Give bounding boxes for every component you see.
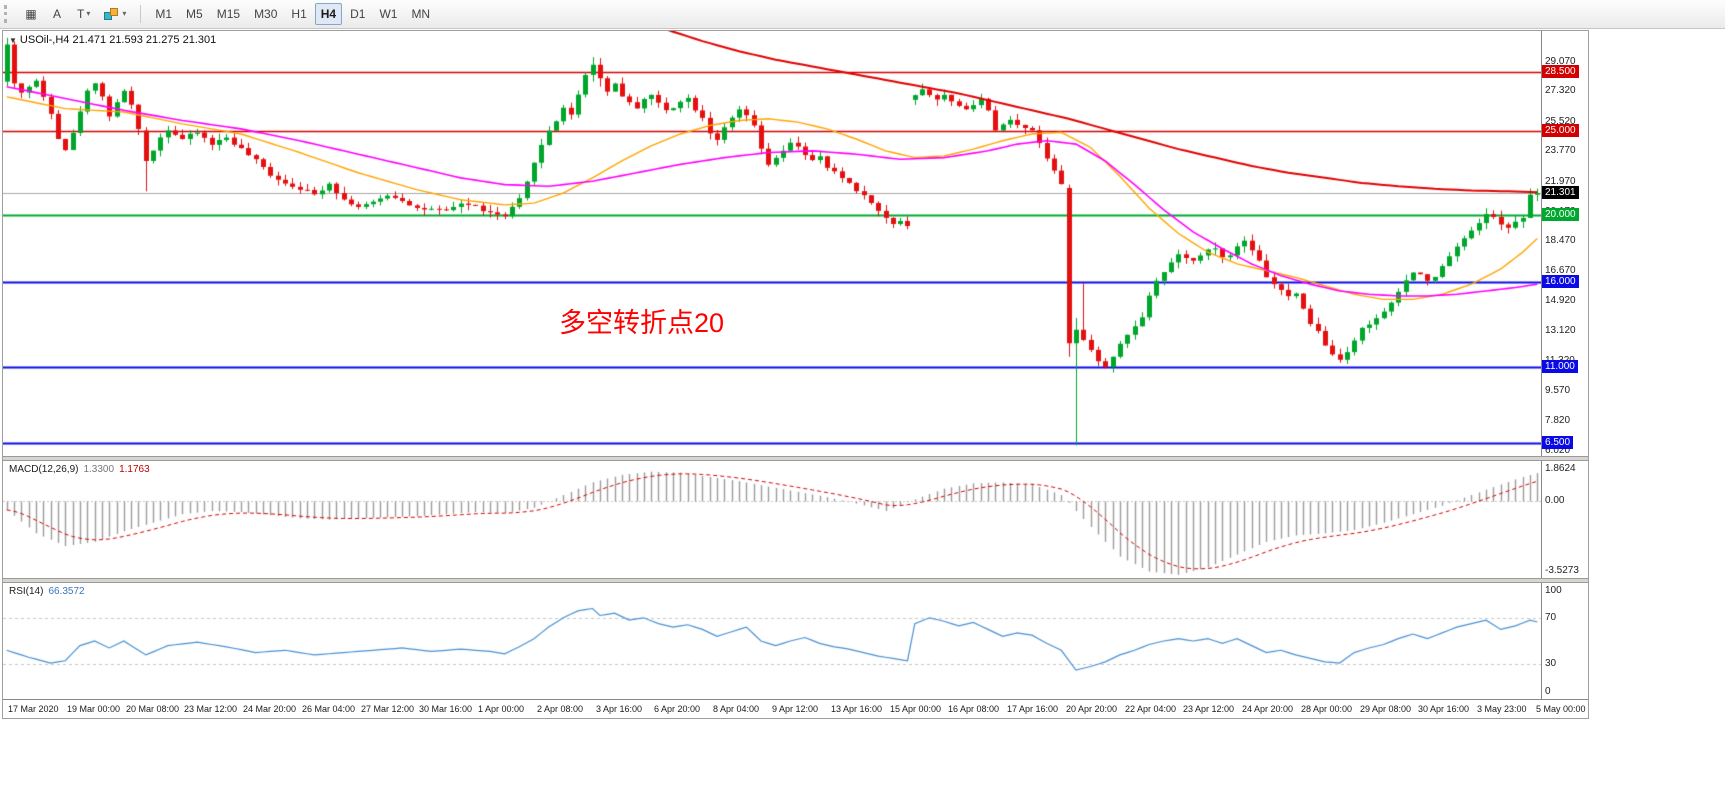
chart-annotation[interactable]: 多空转折点20 [559, 308, 725, 338]
time-axis-label: 2 Apr 08:00 [537, 704, 584, 714]
time-axis-label: 30 Mar 16:00 [419, 704, 473, 714]
tile-windows-button[interactable]: ▦ [19, 3, 43, 25]
hline-price-badge: 28.500 [1542, 65, 1579, 78]
time-axis-label: 15 Apr 00:00 [890, 704, 942, 714]
rsi-tick-label: 0 [1545, 686, 1551, 697]
time-axis-label: 29 Apr 08:00 [1360, 704, 1412, 714]
time-axis-label: 20 Mar 08:00 [126, 704, 180, 714]
time-axis-label: 22 Apr 04:00 [1125, 704, 1177, 714]
price-tick-label: 14.920 [1545, 295, 1576, 306]
chart-window: 29.07027.32025.52023.77021.97020.17018.4… [2, 30, 1589, 719]
price-tick-label: 16.670 [1545, 265, 1576, 276]
time-axis-label: 1 Apr 00:00 [478, 704, 525, 714]
timeframe-button-m15[interactable]: M15 [211, 3, 246, 25]
macd-tick-label: 1.8624 [1545, 463, 1576, 474]
time-axis-label: 27 Mar 12:00 [361, 704, 415, 714]
timeframe-button-m30[interactable]: M30 [248, 3, 283, 25]
timeframe-button-d1[interactable]: D1 [344, 3, 371, 25]
timeframe-button-mn[interactable]: MN [405, 3, 436, 25]
time-axis-label: 24 Apr 20:00 [1242, 704, 1294, 714]
price-chart-canvas[interactable] [3, 31, 1541, 456]
price-tick-label: 7.820 [1545, 415, 1571, 426]
text-label-button[interactable]: T ▾ [71, 3, 96, 25]
chevron-down-icon: ▾ [86, 9, 91, 18]
timeframe-button-m5[interactable]: M5 [180, 3, 209, 25]
hline-price-badge: 11.000 [1542, 360, 1578, 373]
ohlc-readout: 21.471 21.593 21.275 21.301 [72, 34, 217, 46]
hline-price-badge: 16.000 [1542, 275, 1579, 288]
hline-price-badge: 6.500 [1542, 436, 1574, 449]
price-tick-label: 21.970 [1545, 176, 1576, 187]
annotate-text-icon: A [52, 7, 61, 21]
symbol-period-label: USOil-,H4 [19, 34, 70, 46]
price-tick-label: 18.470 [1545, 235, 1576, 246]
time-axis-label: 16 Apr 08:00 [948, 704, 1000, 714]
rsi-value: 66.3572 [48, 586, 85, 597]
tile-windows-icon: ▦ [25, 7, 37, 21]
time-axis-label: 24 Mar 20:00 [243, 704, 297, 714]
macd-indicator-label: MACD(12,26,9) 1.3300 1.1763 [9, 464, 150, 475]
top-toolbar: ▦ A T ▾ ▾ M1 M5 M15 M30 H1 H4 D1 W1 MN [0, 0, 1725, 29]
time-axis[interactable]: 17 Mar 2020 19 Mar 00:00 20 Mar 08:00 23 Ma… [3, 699, 1588, 718]
price-tick-label: 25.520 [1545, 116, 1576, 127]
price-tick-label: 23.770 [1545, 145, 1576, 156]
panel-separator-rsi[interactable] [3, 578, 1588, 583]
time-axis-label: 30 Apr 16:00 [1418, 704, 1470, 714]
price-tick-label: 6.020 [1545, 445, 1571, 456]
price-tick-label: 29.070 [1545, 56, 1576, 67]
price-tick-label: 13.120 [1545, 325, 1576, 336]
hline-price-badge: 20.000 [1542, 208, 1579, 221]
timeframe-button-h4[interactable]: H4 [314, 3, 343, 25]
macd-tick-label: -3.5273 [1545, 565, 1579, 576]
macd-name: MACD(12,26,9) [9, 464, 79, 475]
timeframe-button-m1[interactable]: M1 [149, 3, 178, 25]
time-axis-label: 28 Apr 00:00 [1301, 704, 1353, 714]
rsi-tick-label: 70 [1545, 612, 1557, 623]
time-axis-label: 23 Mar 12:00 [184, 704, 238, 714]
rsi-panel-canvas[interactable] [3, 583, 1541, 699]
annotate-text-button[interactable]: A [45, 3, 69, 25]
toolbar-grip[interactable] [4, 5, 13, 23]
time-axis-label: 17 Mar 2020 [8, 704, 59, 714]
time-axis-label: 8 Apr 04:00 [713, 704, 760, 714]
macd-signal-value: 1.1763 [119, 464, 150, 475]
price-tick-label: 27.320 [1545, 85, 1576, 96]
macd-value: 1.3300 [83, 464, 115, 475]
current-price-badge: 21.301 [1542, 186, 1579, 199]
chart-collapse-icon[interactable]: ▼ [9, 36, 17, 45]
shape-palette-button[interactable]: ▾ [98, 3, 132, 25]
rsi-tick-label: 30 [1545, 658, 1557, 669]
macd-tick-label: 0.00 [1545, 495, 1565, 506]
rsi-indicator-label: RSI(14) 66.3572 [9, 586, 85, 597]
rsi-tick-label: 100 [1545, 585, 1562, 596]
rsi-name: RSI(14) [9, 586, 44, 597]
time-axis-label: 6 Apr 20:00 [654, 704, 701, 714]
toolbar-separator [140, 5, 142, 23]
hline-price-badge: 25.000 [1542, 124, 1579, 137]
shape-palette-icon [104, 7, 120, 21]
time-axis-label: 9 Apr 12:00 [772, 704, 819, 714]
price-axis[interactable]: 29.07027.32025.52023.77021.97020.17018.4… [1541, 31, 1588, 699]
time-axis-label: 3 Apr 16:00 [596, 704, 643, 714]
timeframe-button-w1[interactable]: W1 [373, 3, 403, 25]
time-axis-label: 19 Mar 00:00 [67, 704, 121, 714]
time-axis-label: 20 Apr 20:00 [1066, 704, 1118, 714]
price-tick-label: 9.570 [1545, 385, 1571, 396]
time-axis-label: 17 Apr 16:00 [1007, 704, 1059, 714]
time-axis-label: 26 Mar 04:00 [302, 704, 356, 714]
panel-separator-macd[interactable] [3, 456, 1588, 461]
time-axis-label: 3 May 23:00 [1477, 704, 1527, 714]
time-axis-label: 5 May 00:00 [1536, 704, 1586, 714]
time-axis-label: 23 Apr 12:00 [1183, 704, 1235, 714]
macd-panel-canvas[interactable] [3, 461, 1541, 578]
time-axis-label: 13 Apr 16:00 [831, 704, 883, 714]
timeframe-button-h1[interactable]: H1 [285, 3, 312, 25]
text-label-icon: T [77, 7, 85, 21]
chart-info-line: ▼ USOil-,H4 21.471 21.593 21.275 21.301 [9, 34, 216, 46]
chevron-down-icon: ▾ [122, 9, 127, 18]
